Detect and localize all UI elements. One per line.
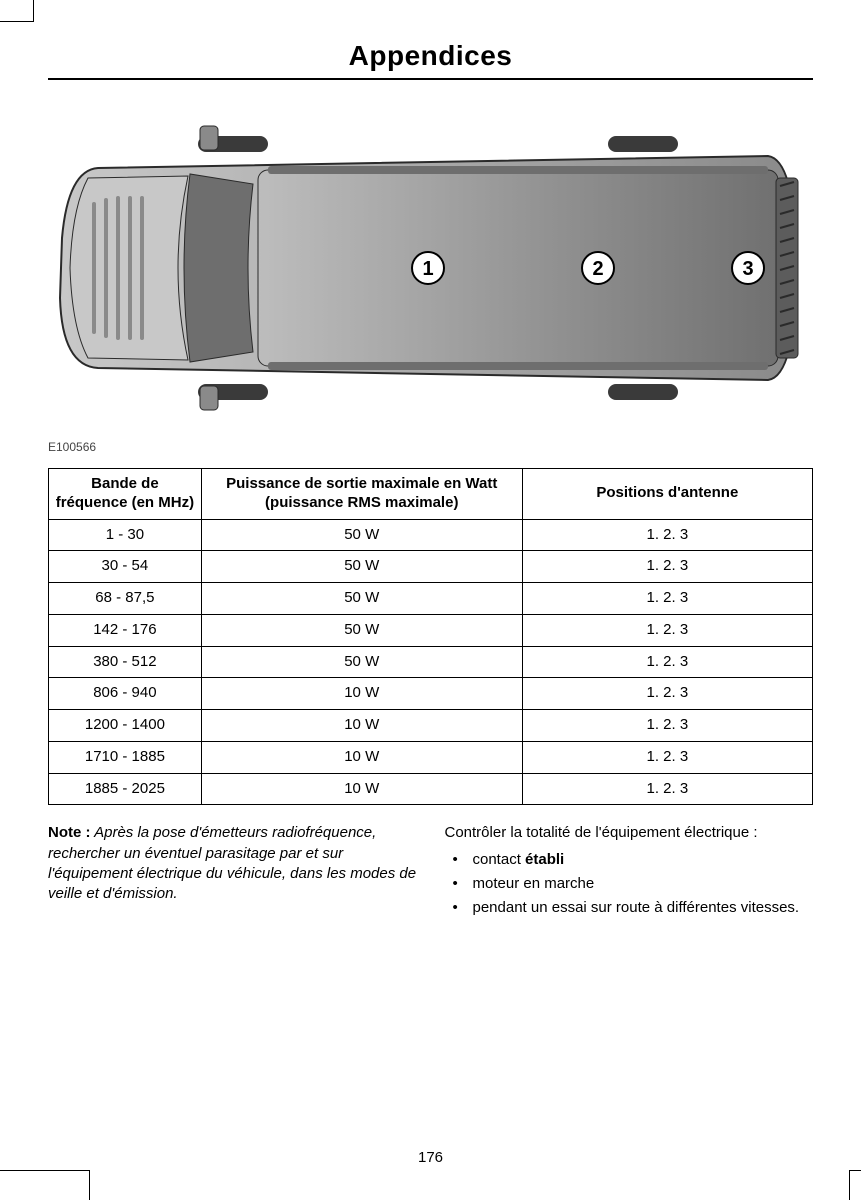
note-left: Note : Après la pose d'émetteurs radiofr… [48,823,417,922]
note-text: Après la pose d'émetteurs radiofréquence… [48,824,416,902]
page-number: 176 [0,1149,861,1166]
title-rule [48,78,813,80]
cell-band: 380 - 512 [49,646,202,678]
cell-power: 10 W [201,741,522,773]
cell-positions: 1. 2. 3 [522,646,812,678]
th-power: Puissance de sortie maximale en Watt (pu… [201,469,522,520]
cell-positions: 1. 2. 3 [522,614,812,646]
cell-power: 10 W [201,773,522,805]
cell-power: 50 W [201,646,522,678]
cell-band: 30 - 54 [49,551,202,583]
cell-power: 10 W [201,710,522,742]
table-row: 1200 - 140010 W1. 2. 3 [49,710,813,742]
cell-power: 50 W [201,551,522,583]
list-item: pendant un essai sur route à différentes… [445,898,814,918]
crop-mark-top-left [0,0,34,22]
cell-positions: 1. 2. 3 [522,678,812,710]
diagram-caption: E100566 [48,440,96,454]
cell-band: 806 - 940 [49,678,202,710]
table-row: 1 - 3050 W1. 2. 3 [49,519,813,551]
th-positions: Positions d'antenne [522,469,812,520]
table-row: 30 - 5450 W1. 2. 3 [49,551,813,583]
cell-band: 1200 - 1400 [49,710,202,742]
callout-label-2: 2 [592,258,603,280]
vehicle-diagram: 1 2 3 E100566 [48,108,813,468]
list-item: moteur en marche [445,874,814,894]
th-band: Bande de fréquence (en MHz) [49,469,202,520]
frequency-table: Bande de fréquence (en MHz) Puissance de… [48,468,813,805]
note-right-intro: Contrôler la totalité de l'équipement él… [445,823,814,843]
table-row: 380 - 51250 W1. 2. 3 [49,646,813,678]
cell-band: 1710 - 1885 [49,741,202,773]
cell-power: 50 W [201,519,522,551]
note-label: Note : [48,824,91,841]
table-row: 1710 - 188510 W1. 2. 3 [49,741,813,773]
vehicle-top-view-svg: 1 2 3 [48,108,808,428]
cell-band: 1 - 30 [49,519,202,551]
cell-power: 50 W [201,583,522,615]
page-title: Appendices [48,40,813,72]
cell-power: 10 W [201,678,522,710]
note-right: Contrôler la totalité de l'équipement él… [445,823,814,922]
crop-mark-bottom-right [849,1170,861,1200]
cell-positions: 1. 2. 3 [522,710,812,742]
cell-positions: 1. 2. 3 [522,551,812,583]
table-header-row: Bande de fréquence (en MHz) Puissance de… [49,469,813,520]
table-row: 1885 - 202510 W1. 2. 3 [49,773,813,805]
note-right-list: contact établi moteur en marche pendant un… [445,850,814,919]
cell-band: 68 - 87,5 [49,583,202,615]
cell-positions: 1. 2. 3 [522,773,812,805]
table-row: 142 - 17650 W1. 2. 3 [49,614,813,646]
table-row: 68 - 87,550 W1. 2. 3 [49,583,813,615]
callout-label-1: 1 [422,258,433,280]
cell-power: 50 W [201,614,522,646]
callout-label-3: 3 [742,258,753,280]
cell-band: 142 - 176 [49,614,202,646]
cell-band: 1885 - 2025 [49,773,202,805]
notes-section: Note : Après la pose d'émetteurs radiofr… [48,823,813,922]
cell-positions: 1. 2. 3 [522,519,812,551]
table-row: 806 - 94010 W1. 2. 3 [49,678,813,710]
crop-mark-bottom-left [0,1170,90,1200]
cell-positions: 1. 2. 3 [522,583,812,615]
list-item: contact établi [445,850,814,870]
cell-positions: 1. 2. 3 [522,741,812,773]
